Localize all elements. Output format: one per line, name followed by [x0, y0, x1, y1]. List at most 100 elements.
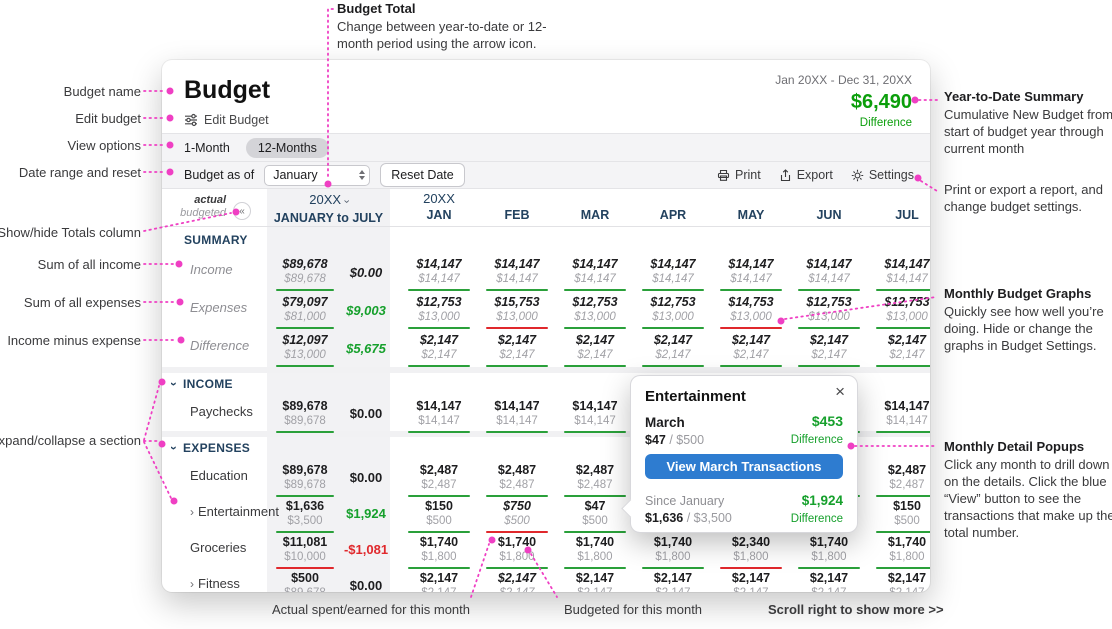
budget-graph-line: [276, 567, 334, 569]
month-header[interactable]: FEB: [504, 208, 530, 222]
month-cell[interactable]: $2,487 $2,487: [868, 463, 930, 497]
month-cell[interactable]: $1,740 $1,800: [400, 535, 478, 569]
month-cell[interactable]: $14,147 $14,147: [478, 399, 556, 433]
month-cell[interactable]: $150 $500: [400, 499, 478, 533]
month-cell[interactable]: $1,740 $1,800: [868, 535, 930, 569]
month-cell[interactable]: $47 $500: [556, 499, 634, 533]
month-cell[interactable]: $14,147 $14,147: [400, 399, 478, 433]
month-header[interactable]: MAY: [737, 208, 765, 222]
month-cell[interactable]: $12,753 $13,000: [868, 295, 930, 329]
totals-cell[interactable]: $89,678 $89,678: [269, 463, 341, 497]
month-select[interactable]: January: [264, 164, 371, 186]
month-cell[interactable]: $12,753 $13,000: [400, 295, 478, 329]
month-cell[interactable]: $2,487 $2,487: [478, 463, 556, 497]
month-cell[interactable]: $2,147 $2,147: [478, 333, 556, 367]
table-row: ›Fitness $500 $89,678 $0.00 $2,147 $2,14…: [162, 567, 930, 592]
month-cell[interactable]: $12,753 $13,000: [634, 295, 712, 329]
month-cell[interactable]: $14,147 $14,147: [634, 257, 712, 291]
totals-cell[interactable]: $11,081 $10,000: [269, 535, 341, 569]
month-cell[interactable]: $2,147 $2,147: [712, 571, 790, 592]
month-cell[interactable]: $2,147 $2,147: [790, 333, 868, 367]
annotation-detail-popups: Monthly Detail Popups Click any month to…: [944, 438, 1112, 541]
month-cell[interactable]: $150 $500: [868, 499, 930, 533]
actual-budgeted-toggle[interactable]: actual budgeted: [166, 194, 226, 220]
month-header[interactable]: APR: [659, 208, 687, 222]
month-header[interactable]: MAR: [580, 208, 610, 222]
month-header[interactable]: 20XX JAN: [423, 191, 455, 222]
month-cell[interactable]: $14,147 $14,147: [556, 399, 634, 433]
totals-cell[interactable]: $89,678 $89,678: [269, 257, 341, 291]
month-cell[interactable]: $2,147 $2,147: [634, 571, 712, 592]
view-transactions-button[interactable]: View March Transactions: [645, 454, 843, 479]
month-cell[interactable]: $14,147 $14,147: [790, 257, 868, 291]
totals-cell[interactable]: $1,636 $3,500: [269, 499, 341, 533]
section-header: › EXPENSES: [162, 437, 930, 459]
month-cell[interactable]: $750 $500: [478, 499, 556, 533]
month-cell[interactable]: $2,147 $2,147: [790, 571, 868, 592]
month-cell[interactable]: $2,147 $2,147: [868, 333, 930, 367]
edit-budget-button[interactable]: Edit Budget: [184, 113, 269, 127]
row-label: Groceries: [190, 540, 247, 555]
month-header[interactable]: JUL: [895, 208, 919, 222]
month-cell[interactable]: $14,147 $14,147: [556, 257, 634, 291]
month-cell[interactable]: $2,147 $2,147: [556, 571, 634, 592]
tab-12-months[interactable]: 12-Months: [245, 137, 329, 158]
month-cell[interactable]: $2,487 $2,487: [556, 463, 634, 497]
month-cell[interactable]: $1,740 $1,800: [478, 535, 556, 569]
chevron-down-icon[interactable]: ›: [167, 446, 181, 450]
totals-cell[interactable]: $12,097 $13,000: [269, 333, 341, 367]
month-header[interactable]: JUN: [816, 208, 842, 222]
popup-since-budget: $3,500: [693, 511, 732, 525]
section-gap: [162, 367, 930, 373]
collapse-totals-button[interactable]: «: [233, 202, 251, 220]
chevron-right-icon[interactable]: ›: [190, 577, 194, 591]
reset-date-button[interactable]: Reset Date: [380, 163, 465, 187]
popup-diff-label: Difference: [790, 513, 843, 525]
table-row: Difference $12,097 $13,000 $5,675 $2,147…: [162, 329, 930, 367]
budget-graph-line: [642, 327, 704, 329]
month-cell[interactable]: $14,753 $13,000: [712, 295, 790, 329]
annotation-monthly-graphs: Monthly Budget Graphs Quickly see how we…: [944, 285, 1112, 354]
month-cell[interactable]: $2,147 $2,147: [400, 333, 478, 367]
month-cell[interactable]: $12,753 $13,000: [790, 295, 868, 329]
budget-graph-line: [486, 567, 548, 569]
totals-cell[interactable]: $500 $89,678: [269, 571, 341, 592]
close-icon[interactable]: ×: [835, 382, 845, 401]
month-cell[interactable]: $2,147 $2,147: [556, 333, 634, 367]
budget-graph-line: [408, 289, 470, 291]
month-cell[interactable]: $15,753 $13,000: [478, 295, 556, 329]
month-cell[interactable]: $14,147 $14,147: [400, 257, 478, 291]
settings-button[interactable]: Settings: [851, 168, 914, 182]
budget-graph-line: [876, 431, 930, 433]
month-cell[interactable]: $1,740 $1,800: [790, 535, 868, 569]
month-cell[interactable]: $12,753 $13,000: [556, 295, 634, 329]
tab-1-month[interactable]: 1-Month: [184, 140, 230, 155]
month-cell[interactable]: $14,147 $14,147: [868, 257, 930, 291]
print-button[interactable]: Print: [717, 168, 761, 182]
month-cell[interactable]: $2,340 $1,800: [712, 535, 790, 569]
month-cell[interactable]: $2,147 $2,147: [400, 571, 478, 592]
popup-since-actual: $1,636: [645, 511, 684, 525]
totals-cell[interactable]: $89,678 $89,678: [269, 399, 341, 433]
month-cell[interactable]: $14,147 $14,147: [478, 257, 556, 291]
month-cell[interactable]: $14,147 $14,147: [868, 399, 930, 433]
month-cell[interactable]: $1,740 $1,800: [634, 535, 712, 569]
month-cell[interactable]: $2,147 $2,147: [634, 333, 712, 367]
month-cell[interactable]: $1,740 $1,800: [556, 535, 634, 569]
row-label: Difference: [190, 338, 250, 353]
chevron-down-icon[interactable]: ›: [167, 382, 181, 386]
totals-cell[interactable]: $79,097 $81,000: [269, 295, 341, 329]
month-cell[interactable]: $2,147 $2,147: [868, 571, 930, 592]
annotation-actual-month: Actual spent/earned for this month: [272, 602, 471, 617]
chevron-right-icon[interactable]: ›: [190, 505, 194, 519]
month-cell[interactable]: $2,147 $2,147: [478, 571, 556, 592]
row-label: › Fitness: [190, 576, 240, 591]
totals-column-header[interactable]: 20XX› JANUARY to JULY: [267, 191, 390, 226]
budget-graph-line: [486, 531, 548, 533]
month-cell[interactable]: $2,147 $2,147: [712, 333, 790, 367]
month-cell[interactable]: $2,487 $2,487: [400, 463, 478, 497]
month-cell[interactable]: $14,147 $14,147: [712, 257, 790, 291]
export-button[interactable]: Export: [779, 168, 833, 182]
stepper-icon[interactable]: [355, 166, 369, 185]
